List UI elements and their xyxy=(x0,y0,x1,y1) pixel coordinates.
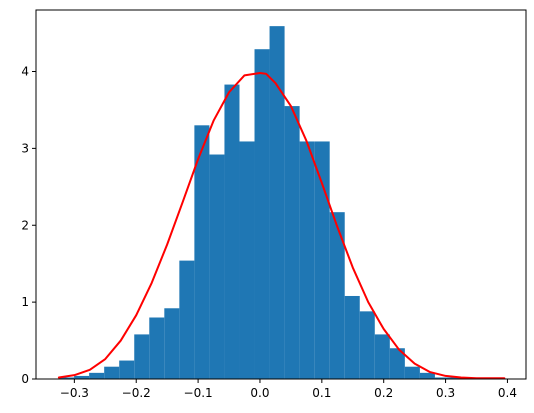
histogram-bar xyxy=(149,317,165,379)
histogram-bar xyxy=(419,372,435,379)
y-tick-label: 2 xyxy=(21,218,29,232)
histogram-bar xyxy=(89,372,105,379)
histogram-bar xyxy=(269,26,285,379)
histogram-bars xyxy=(59,26,505,380)
histogram-bar xyxy=(194,125,210,379)
histogram-bar xyxy=(224,84,240,379)
x-tick-label: 0.2 xyxy=(374,386,393,400)
histogram-bar xyxy=(164,308,180,379)
histogram-bar xyxy=(74,375,90,379)
histogram-bar xyxy=(209,154,225,379)
histogram-bar xyxy=(119,360,135,379)
y-tick-label: 0 xyxy=(21,372,29,386)
histogram-bar xyxy=(344,295,360,379)
x-tick-label: −0.1 xyxy=(184,386,213,400)
x-tick-label: 0.0 xyxy=(250,386,269,400)
histogram-bar xyxy=(449,377,465,379)
x-tick-label: −0.3 xyxy=(60,386,89,400)
histogram-bar xyxy=(299,141,315,379)
y-tick-label: 4 xyxy=(21,65,29,79)
histogram-bar xyxy=(284,106,300,379)
histogram-bar xyxy=(389,348,405,379)
density-curves xyxy=(57,72,506,380)
x-axis: −0.3 −0.2 −0.1 0.0 0.1 0.2 0.3 0.4 xyxy=(60,379,517,400)
histogram-bar xyxy=(104,366,120,379)
histogram-bar xyxy=(254,49,270,380)
histogram-bar xyxy=(59,377,75,379)
histogram-bar xyxy=(329,212,345,379)
plot-frame xyxy=(35,9,527,380)
y-axis: 0 1 2 3 4 xyxy=(21,65,36,386)
histogram-bar xyxy=(179,260,195,379)
histogram-bar xyxy=(134,334,150,379)
x-tick-label: 0.1 xyxy=(312,386,331,400)
histogram-bar xyxy=(359,311,375,379)
y-tick-label: 3 xyxy=(21,141,29,155)
histogram-bar xyxy=(374,334,390,379)
density-curve xyxy=(57,72,506,380)
histogram-bar xyxy=(314,141,330,379)
x-tick-label: −0.2 xyxy=(122,386,151,400)
histogram-bar xyxy=(434,377,450,379)
y-tick-label: 1 xyxy=(21,295,29,309)
x-tick-label: 0.3 xyxy=(436,386,455,400)
histogram-bar xyxy=(239,141,255,379)
histogram-bar xyxy=(404,366,420,379)
x-tick-label: 0.4 xyxy=(498,386,517,400)
